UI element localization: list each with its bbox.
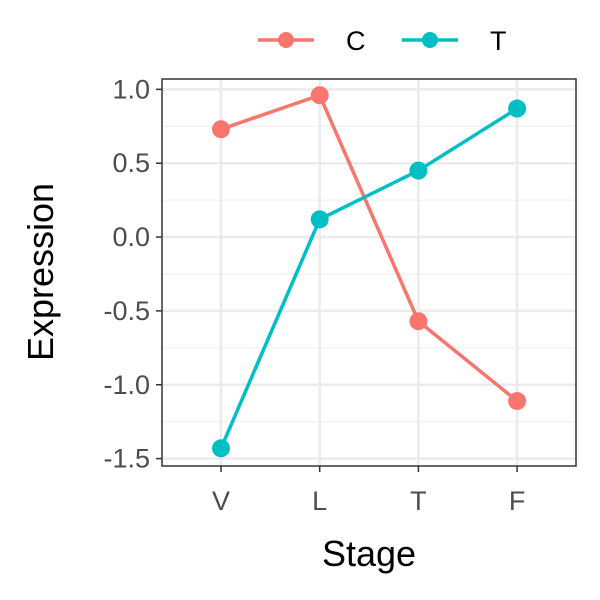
y-tick-label: -1.0	[103, 370, 150, 400]
y-tick-label: 1.0	[112, 74, 150, 104]
y-tick-label: 0.0	[112, 222, 150, 252]
data-point	[508, 392, 527, 411]
data-point	[212, 439, 230, 458]
panel-border	[161, 78, 577, 467]
legend-item-c: C	[258, 26, 366, 56]
y-tick-label: -0.5	[103, 296, 150, 326]
panel-background	[162, 79, 576, 466]
x-axis-title: Stage	[322, 533, 416, 574]
data-point	[310, 86, 329, 105]
series-layer	[212, 86, 527, 458]
series-c	[212, 86, 527, 411]
plot-panel	[161, 78, 577, 467]
data-point	[409, 312, 428, 331]
x-tick-label: T	[410, 486, 427, 516]
y-axis: 1.0 0.5 0.0 -0.5 -1.0 -1.5	[103, 74, 162, 474]
series-line-t	[219, 107, 519, 449]
data-point	[310, 210, 329, 229]
x-tick-label: F	[509, 486, 526, 516]
data-point	[409, 161, 428, 180]
legend: C T	[258, 26, 507, 56]
x-tick-label: L	[312, 486, 327, 516]
legend-item-t: T	[402, 26, 507, 56]
data-point	[212, 120, 230, 139]
data-point	[508, 99, 527, 118]
legend-label-c: C	[346, 26, 366, 56]
y-tick-label: 0.5	[112, 148, 150, 178]
x-tick-label: V	[212, 486, 230, 516]
series-line-c	[220, 93, 519, 403]
y-tick-label: -1.5	[103, 444, 150, 474]
legend-marker-c	[278, 32, 294, 48]
legend-marker-t	[422, 32, 438, 48]
series-t	[212, 99, 527, 458]
y-axis-title: Expression	[20, 183, 61, 361]
legend-label-t: T	[490, 26, 507, 56]
